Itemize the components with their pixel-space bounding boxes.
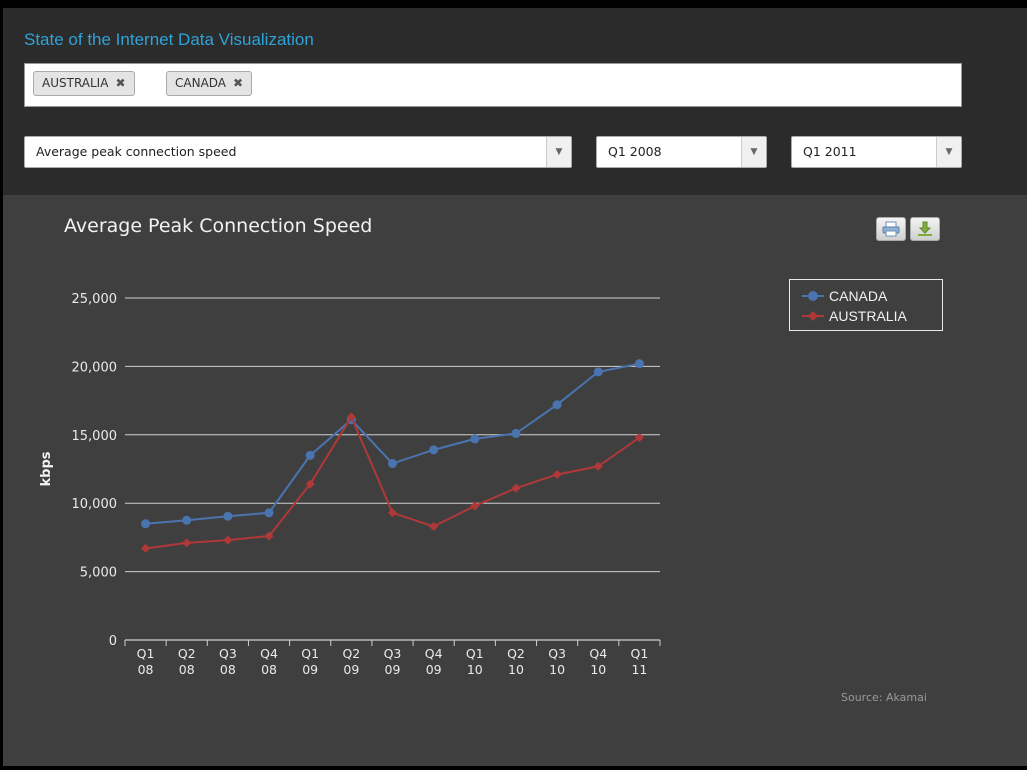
data-point-canada — [634, 359, 644, 369]
chevron-down-icon[interactable]: ▼ — [546, 137, 571, 167]
x-tick-label: Q1 — [466, 646, 484, 661]
legend-item-canada[interactable]: CANADA — [802, 287, 887, 305]
tag-australia: AUSTRALIA ✖ — [33, 71, 135, 96]
x-tick-label: 10 — [467, 662, 483, 677]
chart-title: Average Peak Connection Speed — [64, 215, 373, 237]
data-point-australia — [511, 483, 521, 493]
data-point-canada — [141, 519, 151, 529]
end-quarter-select[interactable]: Q1 2011 ▼ — [791, 136, 962, 168]
source-note: Source: Akamai — [841, 691, 927, 704]
download-icon — [918, 221, 932, 236]
legend-label: AUSTRALIA — [829, 308, 907, 324]
x-tick-label: 09 — [302, 662, 318, 677]
close-icon[interactable]: ✖ — [115, 76, 126, 90]
data-point-canada — [388, 459, 397, 469]
x-tick-label: 08 — [179, 662, 195, 677]
x-tick-label: 09 — [343, 662, 359, 677]
data-point-australia — [552, 469, 562, 479]
x-tick-label: 11 — [631, 662, 647, 677]
x-tick-label: 08 — [261, 662, 277, 677]
data-point-australia — [387, 508, 398, 518]
x-tick-label: 10 — [549, 662, 565, 677]
x-tick-label: Q4 — [425, 646, 443, 661]
x-tick-label: Q4 — [589, 646, 607, 661]
data-point-canada — [429, 445, 439, 455]
series-line-australia — [145, 414, 640, 550]
x-tick-label: 08 — [138, 662, 154, 677]
data-point-canada — [264, 508, 274, 518]
y-tick-label: 20,000 — [72, 360, 118, 375]
print-icon — [882, 221, 900, 237]
data-point-australia — [141, 543, 151, 553]
data-point-canada — [552, 400, 562, 410]
x-tick-label: 10 — [508, 662, 524, 677]
tag-label: CANADA — [175, 76, 227, 90]
x-tick-label: Q1 — [301, 646, 319, 661]
line-chart: 05,00010,00015,00020,00025,000Q108Q208Q3… — [39, 292, 661, 677]
print-button[interactable] — [876, 217, 906, 241]
x-tick-label: Q1 — [631, 646, 649, 661]
data-point-canada — [305, 450, 315, 460]
x-tick-label: Q4 — [260, 646, 278, 661]
data-point-canada — [593, 367, 603, 377]
y-tick-label: 10,000 — [72, 497, 118, 512]
control-header: State of the Internet Data Visualization… — [3, 8, 1027, 195]
close-icon[interactable]: ✖ — [233, 76, 244, 90]
chart-legend: CANADA AUSTRALIA — [789, 279, 943, 331]
x-tick-label: 09 — [426, 662, 442, 677]
data-point-canada — [511, 428, 521, 438]
y-tick-label: 15,000 — [72, 429, 118, 444]
metric-select[interactable]: Average peak connection speed ▼ — [24, 136, 572, 168]
download-button[interactable] — [910, 217, 940, 241]
y-tick-label: 5,000 — [80, 566, 117, 581]
x-tick-label: Q2 — [507, 646, 525, 661]
series-line-canada — [145, 362, 640, 525]
chevron-down-icon[interactable]: ▼ — [936, 137, 961, 167]
chart-panel: Average Peak Connection Speed 0 5,000 10,0… — [3, 195, 1027, 766]
data-point-australia — [264, 531, 274, 541]
data-point-canada — [182, 515, 192, 525]
x-tick-label: Q3 — [219, 646, 237, 661]
app-title: State of the Internet Data Visualization — [24, 30, 314, 49]
x-tick-label: Q1 — [137, 646, 155, 661]
start-quarter-value: Q1 2008 — [608, 144, 662, 159]
metric-select-value: Average peak connection speed — [36, 144, 237, 159]
x-tick-label: 09 — [385, 662, 401, 677]
tag-label: AUSTRALIA — [42, 76, 109, 90]
data-point-canada — [223, 511, 233, 521]
chevron-down-icon[interactable]: ▼ — [741, 137, 766, 167]
x-tick-label: 08 — [220, 662, 236, 677]
data-point-canada — [470, 434, 480, 444]
data-point-australia — [182, 538, 192, 548]
legend-swatch-canada — [802, 291, 824, 301]
data-point-australia — [429, 521, 439, 531]
x-tick-label: Q3 — [384, 646, 402, 661]
x-tick-label: Q2 — [342, 646, 360, 661]
country-tag-input[interactable]: AUSTRALIA ✖ CANADA ✖ — [24, 63, 962, 107]
legend-label: CANADA — [829, 288, 888, 304]
y-axis-label: kbps — [39, 451, 54, 486]
legend-item-australia[interactable]: AUSTRALIA — [802, 307, 907, 325]
data-point-australia — [223, 535, 233, 545]
y-tick-label: 0 — [109, 634, 117, 649]
x-tick-label: Q2 — [178, 646, 196, 661]
start-quarter-select[interactable]: Q1 2008 ▼ — [596, 136, 767, 168]
end-quarter-value: Q1 2011 — [803, 144, 857, 159]
x-tick-label: Q3 — [548, 646, 566, 661]
legend-swatch-australia — [802, 311, 824, 321]
x-tick-label: 10 — [590, 662, 606, 677]
y-tick-label: 25,000 — [72, 292, 118, 307]
app-window: State of the Internet Data Visualization… — [3, 8, 1027, 766]
tag-canada: CANADA ✖ — [166, 71, 253, 96]
